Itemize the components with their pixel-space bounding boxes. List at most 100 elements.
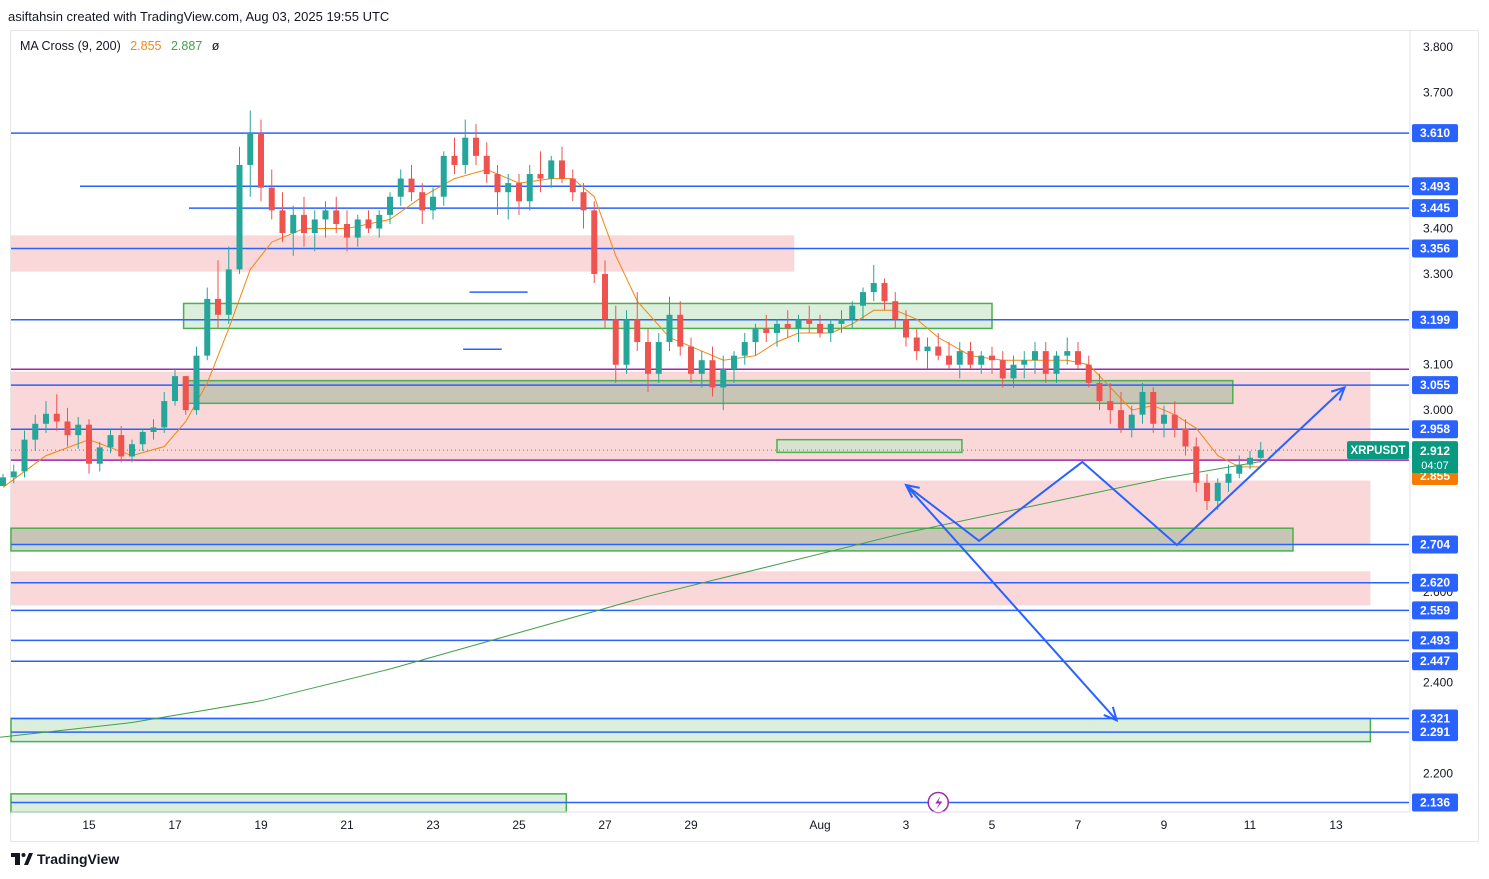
candle[interactable]	[999, 351, 1006, 388]
candle[interactable]	[451, 137, 458, 175]
candle[interactable]	[989, 346, 995, 374]
candle[interactable]	[1010, 355, 1017, 388]
candle[interactable]	[1064, 337, 1071, 365]
candle[interactable]	[322, 201, 329, 238]
candle[interactable]	[903, 310, 909, 347]
candle[interactable]	[397, 169, 404, 206]
candle[interactable]	[1128, 405, 1135, 438]
candle[interactable]	[935, 332, 942, 361]
candle[interactable]	[795, 314, 802, 343]
candle[interactable]	[559, 146, 565, 184]
candle[interactable]	[817, 314, 823, 338]
candle[interactable]	[204, 287, 211, 361]
candle[interactable]	[440, 151, 447, 206]
candle[interactable]	[53, 394, 60, 431]
candle[interactable]	[709, 346, 716, 397]
candle[interactable]	[118, 426, 125, 463]
candle[interactable]	[784, 310, 791, 338]
candle[interactable]	[301, 196, 307, 247]
candle[interactable]	[827, 319, 834, 343]
candle[interactable]	[236, 146, 243, 274]
candle[interactable]	[182, 376, 189, 415]
candle[interactable]	[537, 151, 544, 193]
candle[interactable]	[612, 305, 619, 383]
candle[interactable]	[505, 174, 512, 220]
candle[interactable]	[10, 464, 17, 484]
candle[interactable]	[946, 342, 952, 370]
candle[interactable]	[569, 169, 576, 202]
candle[interactable]	[75, 416, 82, 449]
candle[interactable]	[21, 430, 28, 478]
candle[interactable]	[655, 332, 662, 383]
candle[interactable]	[473, 124, 479, 165]
candle[interactable]	[913, 328, 920, 361]
candle[interactable]	[1182, 419, 1189, 456]
candle[interactable]	[1085, 355, 1092, 388]
candle[interactable]	[1225, 464, 1232, 492]
candle[interactable]	[354, 214, 361, 247]
candle[interactable]	[1021, 351, 1028, 379]
candle[interactable]	[215, 260, 221, 329]
candle[interactable]	[731, 351, 737, 383]
candle[interactable]	[526, 164, 533, 211]
candle[interactable]	[763, 314, 770, 343]
candle[interactable]	[1257, 441, 1264, 463]
candle[interactable]	[129, 439, 135, 463]
candle[interactable]	[43, 401, 49, 433]
candle[interactable]	[1139, 382, 1146, 424]
candle[interactable]	[752, 323, 759, 356]
candle[interactable]	[720, 355, 727, 411]
candle[interactable]	[1032, 342, 1038, 374]
lightning-icon[interactable]	[927, 791, 949, 814]
candle[interactable]	[1118, 391, 1124, 433]
candle[interactable]	[1236, 455, 1243, 479]
candle[interactable]	[978, 351, 985, 374]
candle[interactable]	[290, 205, 297, 256]
candle[interactable]	[698, 351, 705, 388]
chart-frame[interactable]	[10, 30, 1479, 842]
candle[interactable]	[956, 342, 963, 379]
candle[interactable]	[1193, 437, 1200, 492]
candle[interactable]	[806, 305, 813, 333]
candle[interactable]	[161, 391, 168, 433]
candle[interactable]	[924, 337, 931, 370]
candle[interactable]	[387, 192, 393, 224]
candle[interactable]	[870, 264, 877, 302]
candle[interactable]	[419, 183, 426, 224]
candle[interactable]	[247, 110, 254, 197]
candle[interactable]	[634, 292, 641, 352]
candle[interactable]	[1042, 342, 1049, 383]
candle[interactable]	[311, 210, 318, 252]
candle[interactable]	[333, 196, 340, 234]
indicator-legend[interactable]: MA Cross (9, 200) 2.855 2.887 ø	[20, 39, 225, 53]
candle[interactable]	[849, 301, 856, 329]
candle[interactable]	[741, 332, 748, 365]
candle[interactable]	[86, 419, 92, 474]
candle[interactable]	[892, 292, 899, 329]
candle[interactable]	[107, 428, 114, 454]
candle[interactable]	[268, 169, 275, 220]
candle[interactable]	[967, 342, 974, 370]
candle[interactable]	[1053, 351, 1060, 383]
candle[interactable]	[881, 278, 888, 311]
candle[interactable]	[1214, 478, 1221, 511]
candle[interactable]	[279, 192, 286, 243]
candle[interactable]	[430, 187, 436, 220]
candle[interactable]	[150, 419, 157, 440]
candle[interactable]	[258, 119, 264, 202]
candle[interactable]	[32, 414, 39, 452]
candle[interactable]	[172, 369, 178, 406]
candle[interactable]	[1247, 451, 1253, 470]
candle[interactable]	[1150, 387, 1157, 433]
candle[interactable]	[0, 473, 6, 486]
candle[interactable]	[516, 174, 522, 215]
candle[interactable]	[462, 119, 469, 175]
candle[interactable]	[602, 260, 608, 329]
candle[interactable]	[645, 328, 651, 392]
candle[interactable]	[64, 407, 71, 447]
candle[interactable]	[774, 319, 780, 347]
tradingview-logo[interactable]: TradingView	[11, 851, 119, 867]
candle[interactable]	[548, 155, 555, 188]
candle[interactable]	[483, 142, 490, 184]
candle[interactable]	[193, 346, 200, 415]
